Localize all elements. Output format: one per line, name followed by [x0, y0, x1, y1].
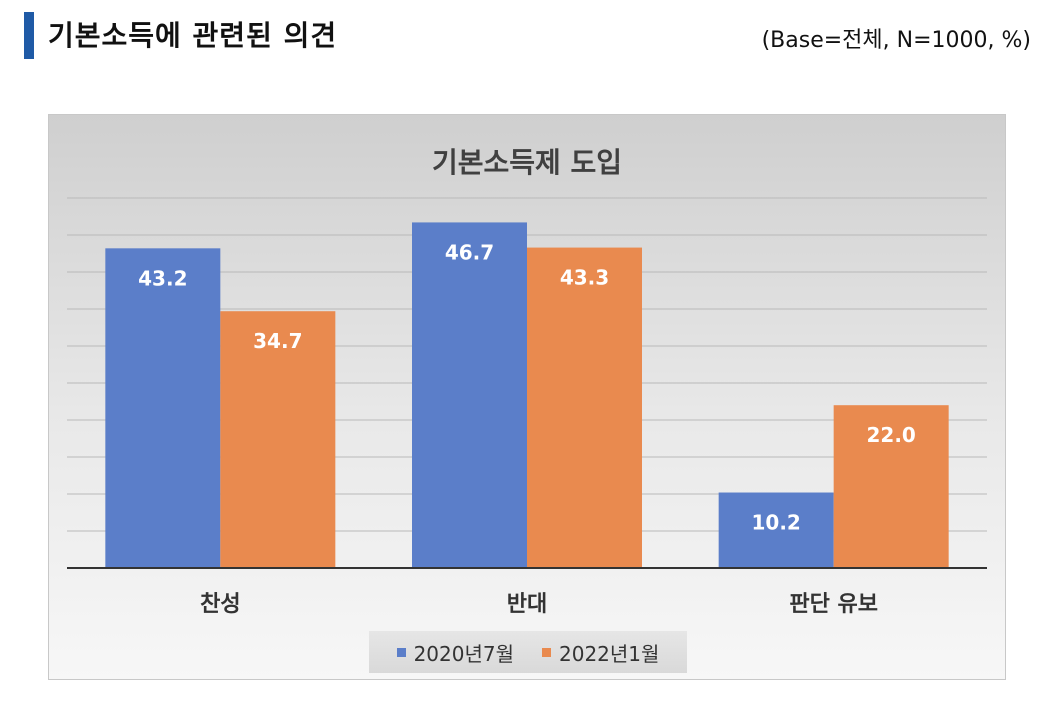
bar-2-1	[220, 311, 336, 568]
bar-2-3	[833, 405, 949, 568]
data-label: 46.7	[445, 240, 494, 264]
bar-1-2	[412, 222, 527, 569]
data-label: 43.2	[138, 266, 187, 290]
chart-title: 기본소득제 도입	[431, 146, 623, 179]
legend-label-series-1: 2020년7월	[413, 641, 514, 666]
legend-item-series-2: 2022년1월	[542, 638, 659, 667]
bar-1-1	[105, 248, 221, 568]
bar-chart: 43.2 34.7 찬성 46.7 43.3 반대 10.2 22.0 판단 유보	[67, 197, 987, 617]
legend-swatch-series-2	[542, 647, 551, 657]
page-title: 기본소득에 관련된 의견	[48, 19, 338, 52]
category-label: 판단 유보	[789, 592, 878, 617]
data-label: 22.0	[866, 423, 915, 447]
category-label: 찬성	[200, 592, 240, 617]
bar-1-3	[718, 492, 834, 568]
header-accent-bar	[24, 12, 34, 59]
chart-legend: 2020년7월 2022년1월	[369, 631, 687, 673]
data-label: 43.3	[560, 266, 609, 290]
legend-label-series-2: 2022년1월	[559, 641, 660, 666]
base-note: (Base=전체, N=1000, %)	[761, 28, 1031, 53]
category-label: 반대	[507, 592, 547, 617]
legend-item-series-1: 2020년7월	[396, 638, 514, 667]
data-label: 34.7	[253, 329, 302, 353]
bar-2-2	[527, 247, 642, 568]
chart-frame: 기본소득제 도입 43.2 34.7 찬성 46.7 43.3 반대 10.2 22.0 판단 …	[48, 114, 1006, 680]
legend-swatch-series-1	[396, 647, 406, 657]
data-label: 10.2	[751, 511, 800, 535]
